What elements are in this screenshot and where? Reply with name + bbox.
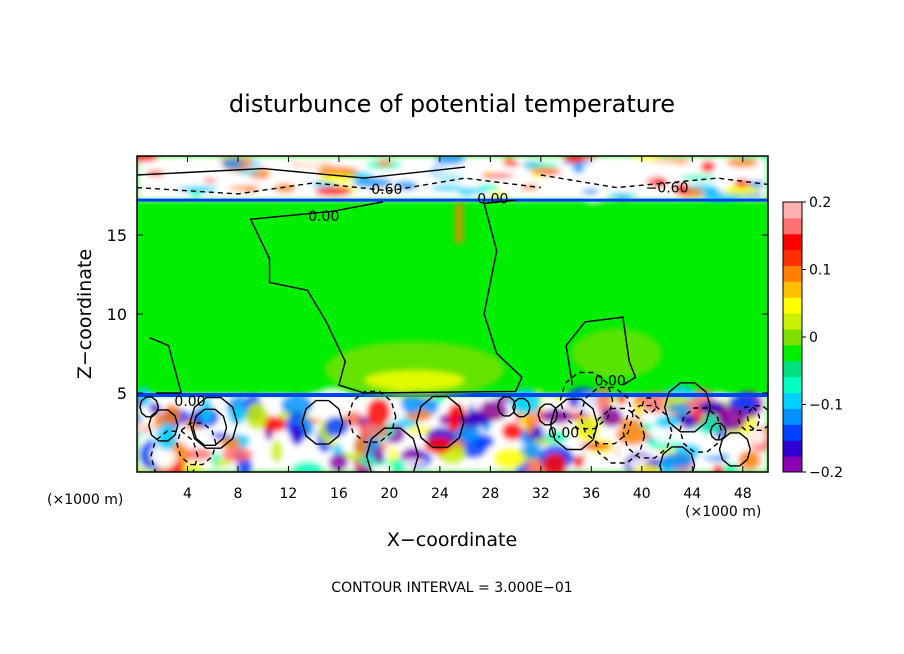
x-unit-label-right: (×1000 m) bbox=[685, 504, 761, 520]
contour-cell-6 bbox=[679, 407, 722, 453]
contour-cell-10 bbox=[512, 397, 531, 418]
contour-dashed-upper-2 bbox=[540, 174, 768, 189]
colorbar-cell-11 bbox=[783, 281, 802, 298]
contour-zero-left bbox=[149, 337, 183, 394]
x-tick-label-1: 8 bbox=[233, 486, 242, 502]
colorbar-cell-13 bbox=[783, 249, 802, 267]
colorbar-cell-14 bbox=[783, 233, 802, 251]
x-tick-label-8: 36 bbox=[582, 486, 600, 502]
contour-lines bbox=[137, 166, 768, 472]
colorbar-label-0: 0.2 bbox=[809, 195, 831, 211]
colorbar-label-4: −0.2 bbox=[809, 465, 843, 481]
y-tick-label-1: 10 bbox=[107, 305, 127, 324]
contour-label-1: 0.60 bbox=[371, 182, 402, 198]
contour-cell-18 bbox=[559, 371, 614, 430]
contour-cell-17 bbox=[139, 396, 159, 418]
contour-cell-11 bbox=[659, 446, 696, 472]
contour-cell-23 bbox=[176, 422, 217, 466]
colorbar-cell-0 bbox=[783, 456, 802, 473]
field-blobs bbox=[137, 156, 768, 472]
colorbar-ticks: 0.2 0.1 0 −0.1 −0.2 bbox=[802, 195, 843, 481]
colorbar-label-2: 0 bbox=[809, 330, 818, 346]
contour-label-0: 0.00 bbox=[308, 209, 339, 225]
x-tick-label-0: 4 bbox=[183, 486, 192, 502]
y-axis-ticks: 5 10 15 bbox=[107, 226, 768, 403]
colorbar-cell-15 bbox=[783, 217, 802, 235]
x-tick-label-7: 32 bbox=[532, 486, 550, 502]
contour-dashed-upper-1 bbox=[137, 177, 541, 195]
contour-cell-14 bbox=[746, 405, 768, 431]
y-tick-label-2: 15 bbox=[107, 226, 127, 245]
contour-interval-note: CONTOUR INTERVAL = 3.000E−01 bbox=[331, 580, 572, 596]
colorbar-cell-3 bbox=[783, 408, 802, 425]
contour-cell-15 bbox=[579, 386, 634, 445]
contour-label-6: 0.00 bbox=[595, 373, 626, 389]
x-tick-label-10: 44 bbox=[683, 486, 701, 502]
colorbar-cell-12 bbox=[783, 265, 802, 282]
contour-cell-5 bbox=[415, 395, 465, 449]
contour-solid-upper bbox=[137, 166, 466, 179]
colorbar-label-1: 0.1 bbox=[809, 263, 831, 279]
upper-boundary-band bbox=[137, 198, 768, 202]
x-unit-label-left: (×1000 m) bbox=[47, 492, 123, 508]
x-axis-label: X−coordinate bbox=[387, 529, 517, 551]
colorbar-cell-5 bbox=[783, 376, 802, 394]
colorbar-cell-6 bbox=[783, 360, 802, 378]
contour-zero-right bbox=[565, 316, 637, 386]
colorbar-cell-10 bbox=[783, 297, 802, 314]
contour-cell-0 bbox=[622, 404, 673, 459]
plume-region bbox=[324, 203, 662, 398]
x-tick-label-5: 24 bbox=[431, 486, 449, 502]
x-tick-label-3: 16 bbox=[330, 486, 348, 502]
contour-label-5: 0.00 bbox=[548, 426, 579, 442]
contour-cell-4 bbox=[663, 382, 712, 433]
turbulent-layer-lower bbox=[137, 385, 768, 472]
contour-label-4: 0.00 bbox=[174, 394, 205, 410]
x-tick-label-6: 28 bbox=[481, 486, 499, 502]
contour-cell-25 bbox=[365, 427, 419, 472]
y-tick-label-0: 5 bbox=[117, 384, 127, 403]
contour-cell-20 bbox=[641, 397, 657, 414]
colorbar-cell-1 bbox=[783, 440, 802, 457]
contour-cell-16 bbox=[148, 409, 179, 442]
colorbar-label-3: −0.1 bbox=[809, 398, 843, 414]
contour-cell-21 bbox=[592, 407, 646, 464]
x-tick-label-9: 40 bbox=[633, 486, 651, 502]
lower-boundary-band bbox=[137, 393, 768, 397]
colorbar-cell-4 bbox=[783, 392, 802, 409]
colorbar-cell-16 bbox=[783, 202, 802, 219]
colorbar-cell-2 bbox=[783, 424, 802, 441]
x-tick-label-2: 12 bbox=[280, 486, 298, 502]
contour-zero-main bbox=[249, 199, 523, 394]
contour-cell-2 bbox=[497, 396, 517, 417]
colorbar-cell-7 bbox=[783, 344, 802, 362]
x-axis-ticks: 4 8 12 16 20 24 28 32 36 40 44 48 bbox=[183, 156, 752, 502]
contour-label-2: 0.00 bbox=[477, 192, 508, 208]
contour-cell-24 bbox=[537, 403, 559, 426]
contour-cell-3 bbox=[737, 406, 761, 431]
contour-labels: 0.00 0.60 0.00 −0.60 0.00 0.00 0.00 bbox=[174, 181, 688, 442]
plot-area bbox=[137, 156, 768, 472]
contour-cell-7 bbox=[301, 399, 344, 445]
colorbar-cell-8 bbox=[783, 329, 802, 346]
contour-cell-12 bbox=[192, 408, 228, 446]
colorbar-cells bbox=[783, 202, 802, 473]
x-tick-label-11: 48 bbox=[734, 486, 752, 502]
contour-cell-22 bbox=[150, 430, 199, 472]
contour-cell-1 bbox=[347, 390, 397, 443]
contour-label-3: −0.60 bbox=[646, 181, 689, 197]
chart-title: disturbunce of potential temperature bbox=[229, 90, 675, 118]
colorbar: 0.2 0.1 0 −0.1 −0.2 bbox=[782, 195, 843, 481]
contour-cell-9 bbox=[718, 432, 751, 467]
y-axis-label: Z−coordinate bbox=[74, 249, 96, 379]
colorbar-cell-9 bbox=[783, 313, 802, 330]
x-tick-label-4: 20 bbox=[380, 486, 398, 502]
